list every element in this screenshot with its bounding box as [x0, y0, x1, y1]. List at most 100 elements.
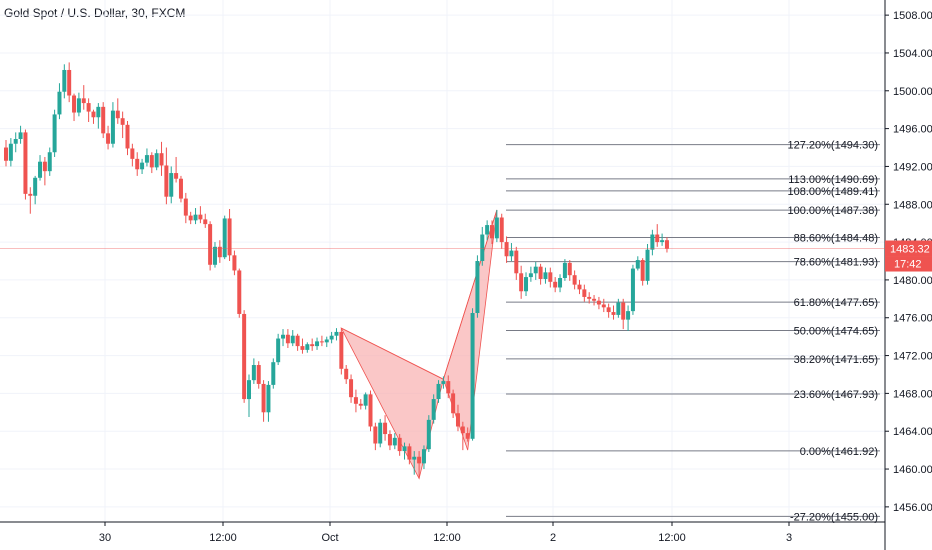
time-label: 12:00 — [433, 532, 461, 544]
candle-body — [524, 277, 529, 292]
candle-body — [339, 331, 344, 369]
time-axis[interactable]: 30 12:00 Oct 12:00 2 12:00 3 — [0, 521, 885, 544]
candle-body — [485, 225, 490, 235]
candle-body — [110, 110, 115, 144]
candle-body — [528, 273, 533, 278]
time-label: 12:00 — [658, 532, 686, 544]
candle-body — [392, 437, 397, 446]
candle-body — [465, 433, 470, 439]
candle-body — [130, 148, 135, 159]
candle-body — [504, 242, 509, 257]
candle-body — [470, 313, 475, 439]
candle-body — [455, 413, 460, 427]
current-price-text: 1483.32 — [890, 244, 930, 256]
candle-body — [227, 218, 232, 256]
current-price-tag — [885, 240, 932, 257]
candle-body — [183, 198, 188, 216]
fib-level-label: 0.00%(1461.92) — [800, 446, 878, 458]
price-label: 1488.00 — [893, 199, 932, 211]
candle-body — [587, 296, 592, 299]
candle-body — [281, 334, 286, 339]
candle-body — [232, 255, 237, 271]
candle-body — [441, 381, 446, 384]
candle-body — [664, 240, 669, 249]
fib-level-label: 23.60%(1467.93) — [794, 389, 878, 401]
candle-body — [538, 266, 543, 279]
candle-body — [140, 162, 145, 170]
candle-body — [217, 246, 222, 258]
price-label: 1456.00 — [893, 502, 932, 514]
candle-body — [397, 437, 402, 452]
candle-body — [310, 344, 315, 347]
candle-body — [460, 426, 465, 434]
candle-body — [319, 341, 324, 343]
candle-body — [567, 262, 572, 276]
fibonacci-levels: 127.20%(1494.30) 113.00%(1490.69)108.00%(… — [506, 140, 880, 523]
candle-body — [601, 304, 606, 308]
time-label: 3 — [786, 532, 792, 544]
countdown-text: 17:42 — [894, 259, 922, 271]
candle-body — [363, 394, 368, 406]
candle-body — [115, 110, 120, 119]
candle-body — [67, 69, 72, 96]
candle-body — [290, 335, 295, 344]
price-label: 1492.00 — [893, 161, 932, 173]
price-label: 1472.00 — [893, 351, 932, 363]
candle-body — [149, 155, 154, 168]
candle-body — [373, 426, 378, 444]
time-label: 30 — [99, 532, 111, 544]
price-label: 1500.00 — [893, 86, 932, 98]
candle-body — [125, 124, 130, 149]
candle-body — [188, 215, 193, 221]
candle-body — [81, 98, 86, 104]
price-label: 1508.00 — [893, 10, 932, 22]
candle-body — [645, 249, 650, 281]
candle-body — [222, 218, 227, 258]
candle-body — [548, 272, 553, 282]
candle-body — [387, 434, 392, 446]
candle-body — [324, 339, 329, 343]
candle-body — [198, 214, 203, 220]
candle-body — [592, 298, 597, 301]
candle-body — [611, 312, 616, 315]
candle-body — [193, 214, 198, 221]
fib-level-label: 38.20%(1471.65) — [794, 354, 878, 366]
harmonic-pattern — [340, 209, 498, 480]
candle-body — [650, 234, 655, 250]
candle-body — [353, 397, 358, 404]
candle-body — [451, 393, 456, 414]
candle-body — [101, 106, 106, 134]
price-label: 1496.00 — [893, 124, 932, 136]
candle-body — [349, 379, 354, 398]
candle-body — [616, 302, 621, 315]
candle-body — [494, 217, 499, 239]
candle-body — [640, 260, 645, 281]
fib-level-label: 108.00%(1489.41) — [787, 186, 878, 198]
candle-body — [135, 158, 140, 170]
candle-body — [480, 234, 485, 261]
candle-body — [329, 335, 334, 340]
candle-body — [169, 173, 174, 197]
candle-body — [28, 193, 33, 196]
candle-body — [237, 270, 242, 314]
price-axis[interactable]: 1456.00 1460.00 1464.00 1468.00 1472.00 1476.… — [884, 0, 932, 550]
candle-body — [38, 161, 43, 178]
pattern-leg-xb — [341, 327, 444, 380]
countdown-tag — [885, 256, 932, 272]
candle-body — [159, 153, 164, 166]
candle-body — [543, 272, 548, 279]
candle-body — [378, 422, 383, 444]
candle-body — [266, 384, 271, 413]
pattern-leg-bd — [443, 209, 498, 380]
candle-body — [276, 338, 281, 363]
candle-body — [436, 383, 441, 400]
grid — [0, 0, 885, 522]
candle-body — [261, 383, 266, 413]
candle-body — [431, 399, 436, 420]
candle-body — [344, 368, 349, 380]
candle-body — [572, 275, 577, 285]
candle-body — [33, 177, 38, 196]
candle-body — [383, 422, 388, 435]
candle-body — [407, 446, 412, 460]
